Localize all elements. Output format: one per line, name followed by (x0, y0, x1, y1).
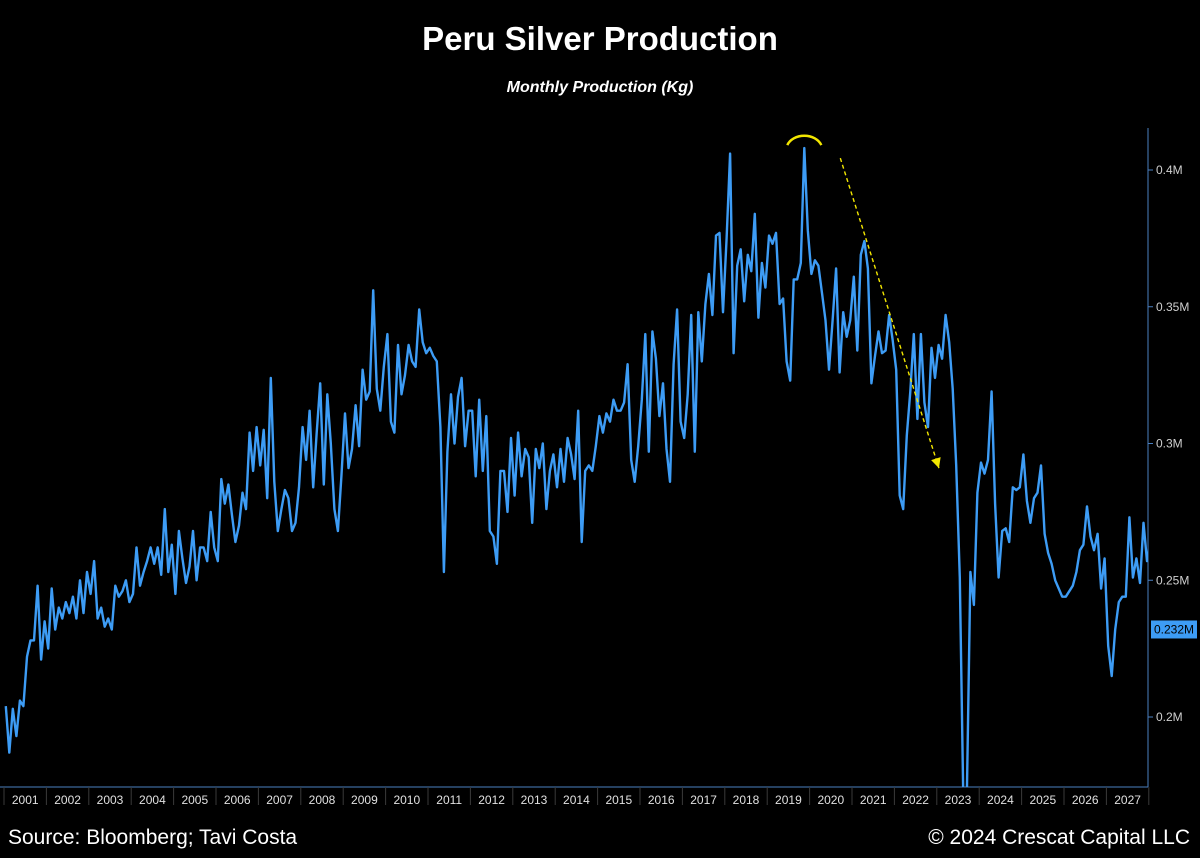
x-tick-label: 2005 (181, 793, 208, 807)
y-tick-label: 0.3M (1156, 437, 1183, 451)
x-tick-label: 2002 (54, 793, 81, 807)
x-tick-label: 2010 (393, 793, 420, 807)
x-tick-label: 2016 (648, 793, 675, 807)
decline-arrow-line (839, 157, 940, 469)
peak-marker-arc (786, 134, 823, 146)
x-tick-label: 2001 (12, 793, 39, 807)
x-tick-label: 2018 (733, 793, 760, 807)
x-tick-label: 2006 (224, 793, 251, 807)
y-tick-label: 0.2M (1156, 710, 1183, 724)
x-tick-label: 2015 (605, 793, 632, 807)
x-tick-label: 2026 (1072, 793, 1099, 807)
source-note: Source: Bloomberg; Tavi Costa (8, 826, 298, 849)
x-tick-label: 2017 (690, 793, 717, 807)
y-tick-label: 0.4M (1156, 163, 1183, 177)
chart-subtitle: Monthly Production (Kg) (506, 79, 694, 96)
x-tick-label: 2025 (1029, 793, 1056, 807)
x-tick-label: 2013 (521, 793, 548, 807)
x-tick-label: 2021 (860, 793, 887, 807)
x-tick-label: 2022 (902, 793, 929, 807)
x-tick-label: 2024 (987, 793, 1014, 807)
x-tick-label: 2014 (563, 793, 590, 807)
last-value-label: 0.232M (1154, 622, 1194, 636)
x-tick-label: 2007 (266, 793, 293, 807)
x-tick-label: 2011 (436, 793, 462, 807)
x-tick-label: 2012 (478, 793, 505, 807)
production-series-line (4, 146, 1148, 787)
y-tick-label: 0.25M (1156, 573, 1189, 587)
decline-arrow-head (931, 457, 941, 469)
y-tick-label: 0.35M (1156, 300, 1189, 314)
x-tick-label: 2027 (1114, 793, 1141, 807)
x-tick-label: 2019 (775, 793, 802, 807)
x-tick-label: 2009 (351, 793, 378, 807)
x-tick-label: 2020 (817, 793, 844, 807)
x-tick-label: 2003 (97, 793, 124, 807)
chart-title: Peru Silver Production (422, 20, 778, 57)
x-tick-label: 2004 (139, 793, 166, 807)
x-tick-label: 2023 (945, 793, 972, 807)
last-value-tag (1151, 620, 1197, 639)
copyright-note: © 2024 Crescat Capital LLC (928, 826, 1190, 849)
x-tick-label: 2008 (309, 793, 336, 807)
